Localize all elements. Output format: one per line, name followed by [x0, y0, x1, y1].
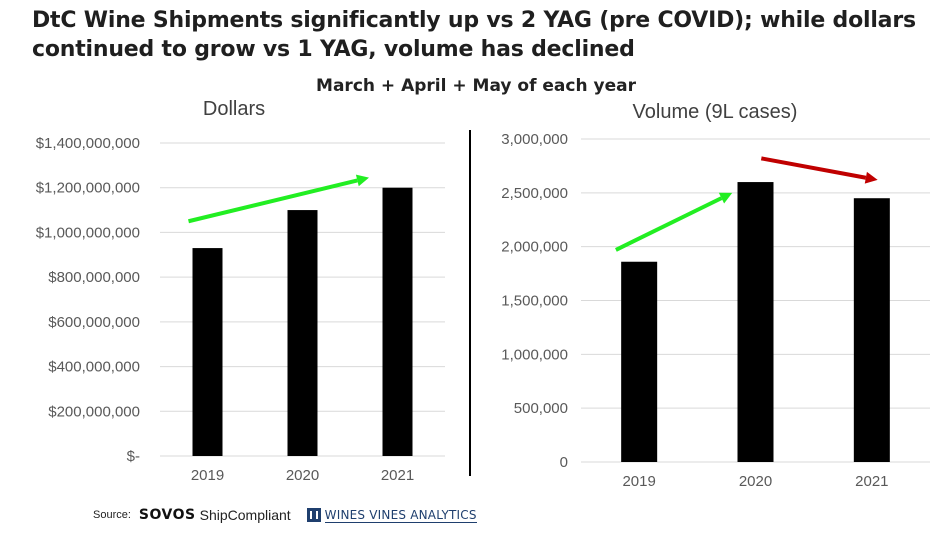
y-tick-label: 2,500,000	[501, 185, 568, 202]
y-tick-label: 1,500,000	[501, 293, 568, 310]
y-tick-label: 0	[560, 454, 568, 471]
y-tick-label: $200,000,000	[48, 403, 140, 420]
x-tick-label: 2020	[286, 467, 319, 484]
bar-2020	[737, 182, 774, 463]
headline: DtC Wine Shipments significantly up vs 2…	[32, 8, 916, 62]
bar-2021	[382, 187, 413, 456]
sovos-logo: SOVOS	[138, 507, 196, 523]
x-tick-label: 2021	[855, 473, 888, 490]
y-tick-label: 1,000,000	[501, 346, 568, 363]
x-tick-label: 2019	[622, 473, 655, 490]
x-tick-label: 2020	[739, 473, 772, 490]
y-tick-label: $-	[127, 448, 140, 465]
y-tick-label: 500,000	[514, 400, 568, 417]
chart-title: Volume (9L cases)	[633, 101, 798, 123]
trend-arrow-head	[355, 174, 369, 187]
y-tick-label: 2,000,000	[501, 239, 568, 256]
wines-vines-analytics-logo: WINES VINES ANALYTICS	[306, 507, 477, 523]
bar-2020	[287, 210, 318, 456]
y-tick-label: $600,000,000	[48, 314, 140, 331]
source-bar: Source: SOVOS ShipCompliant WINES VINES …	[93, 504, 477, 526]
bar-2019	[621, 261, 658, 462]
bar-2021	[853, 198, 890, 462]
x-tick-label: 2019	[191, 467, 224, 484]
trend-arrow-head	[718, 192, 733, 204]
source-label: Source:	[93, 509, 131, 521]
y-tick-label: $800,000,000	[48, 269, 140, 286]
shipcompliant-logo-text: ShipCompliant	[199, 507, 291, 523]
chart-divider	[469, 130, 471, 476]
wva-logo-text: WINES VINES ANALYTICS	[324, 507, 477, 523]
x-tick-label: 2021	[381, 467, 414, 484]
y-tick-label: 3,000,000	[501, 131, 568, 148]
dollars-chart: Dollars $- $200,000,000 $400,000,000 $600,00…	[36, 98, 445, 484]
wva-icon	[306, 508, 321, 522]
bar-2019	[192, 248, 223, 456]
trend-arrow-line	[188, 178, 358, 224]
trend-arrow-line	[760, 156, 867, 180]
volume-chart: Volume (9L cases) 0 500,000 1,000,000 1,500,…	[501, 101, 930, 490]
trend-arrow-head	[864, 171, 878, 184]
y-tick-label: $1,400,000,000	[36, 135, 140, 152]
y-tick-label: $1,200,000,000	[36, 180, 140, 197]
y-tick-label: $400,000,000	[48, 359, 140, 376]
chart-title: Dollars	[203, 98, 265, 120]
trend-arrow-line	[615, 196, 723, 252]
y-tick-label: $1,000,000,000	[36, 224, 140, 241]
chart-subtitle: March + April + May of each year	[316, 76, 636, 96]
